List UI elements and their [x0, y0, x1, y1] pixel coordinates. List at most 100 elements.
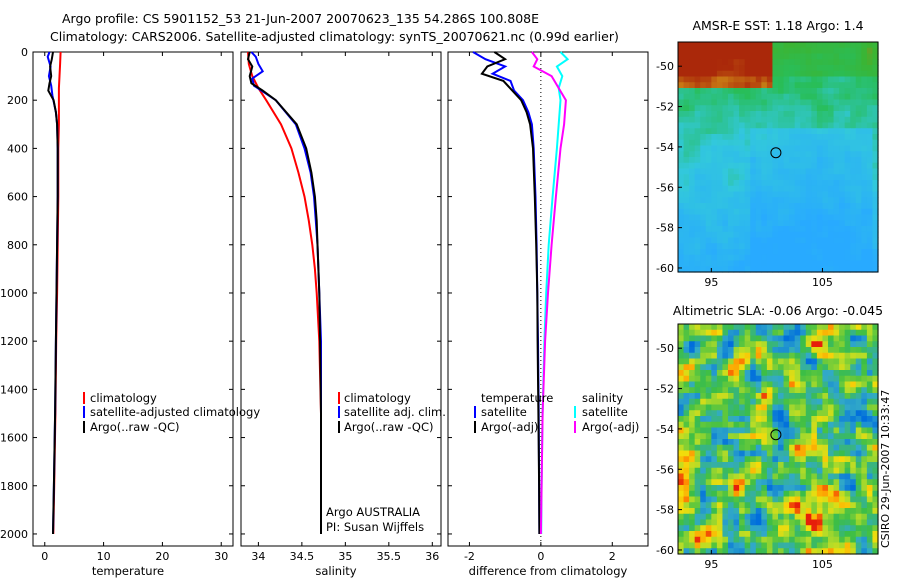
- map-cell: [772, 329, 779, 337]
- map-cell: [678, 329, 685, 337]
- map-cell: [861, 416, 868, 423]
- map-cell: [739, 203, 746, 210]
- map-cell: [705, 151, 712, 158]
- map-cell: [678, 347, 685, 354]
- map-cell: [828, 329, 835, 337]
- map-cell: [711, 519, 718, 526]
- map-cell: [744, 525, 751, 532]
- map-cell: [866, 404, 874, 411]
- map-cell: [716, 329, 724, 337]
- map-cell: [739, 490, 746, 498]
- map-cell: [805, 393, 812, 400]
- map-cell: [783, 358, 790, 365]
- map-cell: [755, 237, 762, 244]
- map-cell: [866, 531, 874, 538]
- map-cell: [728, 502, 735, 509]
- y-tick-label: 800: [7, 239, 28, 252]
- map-cell: [755, 462, 762, 469]
- map-cell: [716, 243, 724, 250]
- map-cell: [678, 174, 685, 181]
- map-cell: [733, 536, 740, 544]
- map-cell: [855, 151, 862, 158]
- map-cell: [705, 485, 712, 492]
- map-cell: [766, 513, 774, 521]
- map-cell: [794, 70, 801, 78]
- map-cell: [816, 42, 824, 49]
- map-cell: [828, 352, 835, 360]
- map-cell: [683, 456, 690, 463]
- map-cell: [855, 456, 862, 463]
- map-cell: [850, 191, 857, 198]
- map-cell: [700, 134, 707, 141]
- map-cell: [761, 145, 768, 152]
- map-cell: [700, 531, 707, 538]
- map-cell: [828, 203, 835, 210]
- map-cell: [705, 128, 712, 135]
- map-cell: [750, 208, 757, 216]
- map-cell: [711, 433, 718, 440]
- map-cell: [805, 508, 812, 515]
- map-cell: [778, 231, 785, 239]
- map-cell: [683, 99, 690, 106]
- map-cell: [694, 93, 701, 101]
- map-cell: [739, 335, 746, 342]
- map-cell: [750, 65, 757, 72]
- map-cell: [766, 99, 774, 106]
- map-cell: [705, 65, 712, 72]
- map-cell: [766, 105, 774, 112]
- map-cell: [861, 185, 868, 193]
- map-cell: [733, 335, 740, 342]
- map-cell: [866, 70, 874, 78]
- map-cell: [822, 421, 829, 429]
- map-cell: [755, 525, 762, 532]
- map-cell: [689, 456, 696, 463]
- map-cell: [844, 473, 851, 480]
- map-cell: [739, 381, 746, 388]
- map-cell: [716, 416, 724, 423]
- map-cell: [705, 266, 712, 273]
- map-cell: [744, 496, 751, 503]
- map-cell: [850, 243, 857, 250]
- map-cell: [850, 450, 857, 457]
- map-cell: [811, 197, 818, 204]
- map-cell: [850, 116, 857, 124]
- map-cell: [844, 82, 851, 89]
- map-cell: [700, 525, 707, 532]
- map-cell: [733, 93, 740, 101]
- map-cell: [850, 185, 857, 193]
- map-cell: [872, 180, 879, 187]
- map-cell: [722, 433, 729, 440]
- map-cell: [839, 462, 846, 469]
- map-cell: [872, 398, 879, 406]
- map-cell: [716, 260, 724, 267]
- map-cell: [778, 531, 785, 538]
- map-cell: [866, 364, 874, 371]
- map-cell: [861, 473, 868, 480]
- map-cell: [755, 249, 762, 256]
- map-cell: [739, 139, 746, 147]
- map-cell: [805, 433, 812, 440]
- map-cell: [800, 88, 807, 95]
- map-cell: [755, 226, 762, 233]
- map-cell: [805, 416, 812, 423]
- map-cell: [822, 410, 829, 417]
- map-cell: [766, 450, 774, 457]
- map-cell: [850, 335, 857, 342]
- map-cell: [694, 82, 701, 89]
- map-cell: [750, 249, 757, 256]
- map-cell: [761, 381, 768, 388]
- map-cell: [872, 76, 879, 83]
- map-cell: [789, 548, 796, 555]
- map-cell: [733, 99, 740, 106]
- map-cell: [722, 375, 729, 383]
- map-cell: [833, 398, 840, 406]
- map-cell: [678, 456, 685, 463]
- map-cell: [872, 410, 879, 417]
- map-cell: [711, 508, 718, 515]
- map-cell: [866, 433, 874, 440]
- map-cell: [850, 128, 857, 135]
- map-cell: [800, 139, 807, 147]
- map-cell: [789, 398, 796, 406]
- map-cell: [750, 525, 757, 532]
- map-cell: [800, 358, 807, 365]
